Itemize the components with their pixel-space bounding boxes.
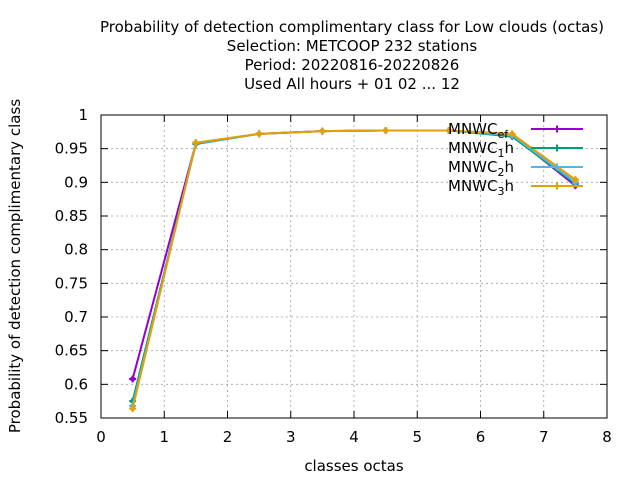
data-point-dot: [446, 127, 452, 133]
y-tick-label: 0.75: [55, 274, 88, 292]
x-tick-label: 5: [412, 428, 422, 446]
legend-label: MNWCef: [448, 120, 509, 141]
y-tick-label: 0.95: [55, 140, 88, 158]
axis-ticks: 0 1 2 3 4 5 6 7 8 0.55 0.6 0.65 0.7 0.75 0.8 0.85 0.9 0.9…: [55, 106, 612, 446]
y-axis-label: Probability of detection complimentary c…: [6, 99, 24, 433]
title-line: Used All hours + 01 02 ... 12: [244, 75, 460, 93]
data-point-dot: [509, 131, 515, 137]
legend-marker: [553, 182, 561, 190]
series-line: [131, 129, 576, 409]
data-point-dot: [256, 131, 262, 137]
y-tick-label: 0.7: [64, 308, 88, 326]
x-tick-label: 4: [349, 428, 359, 446]
y-tick-label: 0.55: [55, 409, 88, 427]
series: [129, 126, 579, 413]
legend-item: MNWC1h: [448, 139, 583, 160]
x-tick-label: 0: [96, 428, 106, 446]
title-line: Probability of detection complimentary c…: [100, 18, 604, 36]
legend-item: MNWCef: [448, 120, 583, 141]
y-tick-label: 0.85: [55, 207, 88, 225]
legend-item: MNWC3h: [448, 177, 583, 198]
x-tick-label: 8: [602, 428, 612, 446]
y-tick-label: 1: [78, 106, 88, 124]
legend-marker: [553, 144, 561, 152]
y-tick-label: 0.65: [55, 342, 88, 360]
x-tick-label: 2: [223, 428, 233, 446]
data-point-dot: [130, 376, 136, 382]
legend-label: MNWC2h: [448, 158, 514, 179]
legend-marker: [553, 163, 561, 171]
legend-marker: [553, 125, 561, 133]
title-line: Period: 20220816-20220826: [245, 56, 460, 74]
y-tick-label: 0.6: [64, 375, 88, 393]
x-tick-label: 7: [539, 428, 549, 446]
data-point-dot: [572, 177, 578, 183]
data-point-dot: [130, 406, 136, 412]
x-tick-label: 3: [286, 428, 296, 446]
x-axis-label: classes octas: [304, 457, 404, 475]
data-point-dot: [319, 128, 325, 134]
data-point-dot: [383, 127, 389, 133]
series-MNWC_3h: [129, 126, 579, 413]
legend-label: MNWC1h: [448, 139, 514, 160]
x-tick-label: 6: [476, 428, 486, 446]
legend-label: MNWC3h: [448, 177, 514, 198]
title-line: Selection: METCOOP 232 stations: [227, 37, 478, 55]
data-point-dot: [193, 140, 199, 146]
y-tick-label: 0.8: [64, 241, 88, 259]
grid: [101, 115, 607, 418]
x-tick-label: 1: [159, 428, 169, 446]
legend-item: MNWC2h: [448, 158, 583, 179]
chart-title: Probability of detection complimentary c…: [100, 18, 604, 93]
y-tick-label: 0.9: [64, 173, 88, 191]
